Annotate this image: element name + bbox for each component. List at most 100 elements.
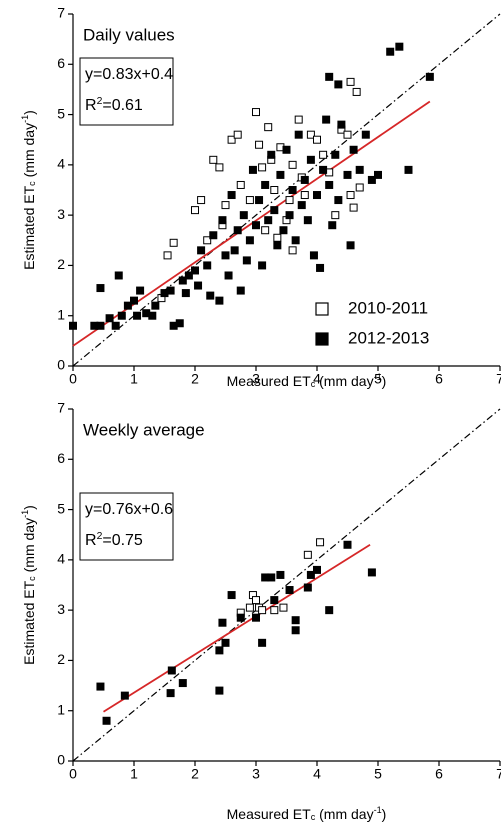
- point: [303, 216, 312, 225]
- x-tick-label: 3: [252, 766, 260, 782]
- point: [221, 201, 230, 210]
- point: [294, 130, 303, 139]
- point: [218, 618, 227, 627]
- y-axis-label-part: Estimated ET: [21, 185, 37, 269]
- point: [221, 251, 230, 260]
- point: [252, 596, 260, 605]
- point: [221, 638, 230, 647]
- point: [303, 583, 312, 592]
- y-axis-label-part: Estimated ET: [21, 580, 37, 664]
- y-tick-label: 7: [57, 400, 65, 416]
- x-axis-label-part: Measured ET: [227, 373, 311, 389]
- fit-line: [103, 544, 371, 713]
- annotation-part: =0.75: [102, 532, 143, 549]
- x-tick-label: 4: [313, 766, 321, 782]
- point: [264, 123, 273, 132]
- point: [270, 186, 279, 194]
- point: [276, 170, 285, 179]
- y-axis-label-part: (mm day: [21, 518, 37, 576]
- y-tick-label: 0: [57, 357, 65, 373]
- point: [102, 716, 111, 725]
- point: [273, 241, 282, 250]
- point: [123, 301, 132, 310]
- point: [300, 175, 309, 184]
- point: [184, 271, 193, 280]
- point: [279, 226, 288, 235]
- point: [252, 108, 260, 117]
- point: [343, 170, 352, 179]
- annotation: y=0.83x+0.4: [85, 66, 173, 83]
- point: [261, 180, 270, 189]
- y-tick-label: 1: [57, 306, 65, 322]
- point: [167, 666, 176, 675]
- point: [334, 196, 343, 205]
- point: [239, 211, 248, 220]
- annotation: y=0.76x+0.6: [85, 501, 173, 518]
- y-axis-label-part: ): [21, 110, 37, 115]
- point: [273, 233, 282, 242]
- point: [209, 155, 218, 164]
- point: [288, 246, 297, 255]
- point: [264, 216, 273, 225]
- point: [245, 196, 254, 205]
- point: [236, 286, 245, 295]
- y-tick-label: 5: [57, 500, 65, 516]
- y-axis-label-part: ): [21, 505, 37, 510]
- point: [194, 281, 203, 290]
- point: [395, 42, 404, 51]
- point: [331, 211, 340, 220]
- point: [166, 286, 175, 295]
- point: [279, 603, 288, 612]
- point: [148, 311, 157, 320]
- point: [325, 72, 334, 81]
- y-axis-label-part: c: [27, 576, 37, 581]
- point: [236, 180, 245, 189]
- annotation-part: 2: [97, 96, 103, 107]
- annotation: R2=0.61: [85, 96, 143, 114]
- point: [352, 87, 361, 96]
- annotation-part: R: [85, 532, 97, 549]
- one-to-one-line: [72, 408, 501, 762]
- point: [309, 251, 318, 260]
- point: [355, 165, 364, 174]
- point: [96, 321, 105, 330]
- point: [96, 284, 105, 293]
- y-tick-label: 4: [57, 156, 65, 172]
- x-axis-label-part: Measured ET: [227, 806, 311, 822]
- point: [175, 319, 184, 328]
- legend-marker: [315, 332, 329, 346]
- point: [313, 565, 321, 574]
- point: [349, 203, 358, 212]
- point: [285, 586, 294, 595]
- point: [258, 638, 267, 647]
- fit-line: [72, 100, 431, 347]
- x-axis-label-part: ): [382, 806, 387, 822]
- y-axis-label-part: (mm day: [21, 123, 37, 181]
- point: [136, 286, 145, 295]
- point: [374, 170, 382, 179]
- point: [367, 568, 376, 577]
- point: [248, 165, 257, 174]
- point: [120, 691, 129, 700]
- point: [96, 682, 105, 691]
- point: [291, 236, 300, 245]
- y-axis-label-part: -1: [20, 115, 30, 123]
- point: [316, 538, 325, 547]
- y-axis-label: Estimated ETc (mm day-1): [20, 505, 36, 665]
- x-tick-label: 5: [374, 371, 382, 387]
- point: [105, 314, 114, 323]
- point: [319, 150, 328, 159]
- x-axis-label-part: (mm day: [315, 373, 373, 389]
- point: [346, 191, 355, 200]
- point: [270, 596, 279, 605]
- point: [181, 289, 190, 298]
- point: [191, 206, 199, 215]
- point: [245, 236, 254, 245]
- point: [203, 236, 212, 245]
- point: [361, 130, 370, 139]
- point: [282, 145, 291, 154]
- point: [114, 271, 123, 280]
- x-tick-label: 5: [374, 766, 382, 782]
- point: [267, 573, 276, 582]
